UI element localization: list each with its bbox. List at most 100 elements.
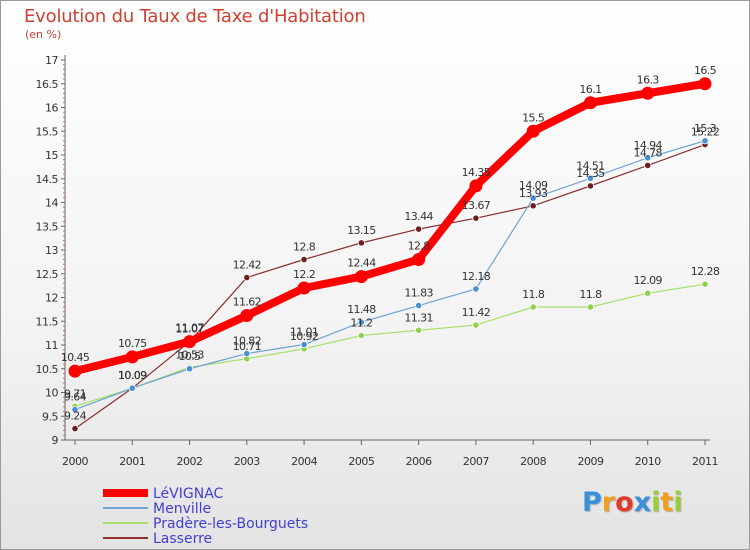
y-tick-label: 16.5 <box>36 78 59 91</box>
data-label-3: 9.24 <box>64 410 87 423</box>
y-tick-label: 11.5 <box>36 315 59 328</box>
legend-label-3: Lasserre <box>153 531 212 547</box>
series-point-3 <box>357 239 365 247</box>
data-label-3: 10.09 <box>118 369 147 382</box>
series-point-3 <box>529 202 537 210</box>
y-tick-label: 12.5 <box>36 268 59 281</box>
series-point-3 <box>243 273 251 282</box>
y-tick-label: 13 <box>45 244 58 257</box>
series-point-3 <box>472 214 480 222</box>
x-tick-label: 2002 <box>177 455 203 468</box>
data-label-0: 10.75 <box>118 337 147 350</box>
series-point-2 <box>529 303 537 311</box>
series-point-3 <box>415 225 423 233</box>
logo-letter: r <box>601 487 616 518</box>
data-label-2: 11.8 <box>522 288 545 301</box>
y-tick-label: 13.5 <box>36 220 59 233</box>
series-point-0 <box>583 96 597 110</box>
series-point-0 <box>68 364 82 378</box>
series-point-0 <box>412 253 426 266</box>
series-point-1 <box>300 340 308 349</box>
x-tick-label: 2009 <box>577 455 603 468</box>
series-point-1 <box>415 301 423 310</box>
data-label-2: 11.31 <box>404 311 433 324</box>
x-tick-label: 2006 <box>406 455 432 468</box>
data-label-1: 14.94 <box>633 139 662 152</box>
data-label-3: 11.07 <box>175 323 204 336</box>
data-label-2: 10.92 <box>290 330 319 343</box>
data-label-0: 12.2 <box>293 268 315 281</box>
series-point-0 <box>526 124 540 138</box>
legend-label-0: LéVIGNAC <box>153 486 224 502</box>
series-point-1 <box>644 154 652 162</box>
logo-letter: o <box>615 487 634 518</box>
data-label-3: 14.35 <box>576 167 605 180</box>
series-point-1 <box>243 349 251 358</box>
data-label-0: 14.35 <box>462 166 491 179</box>
data-label-3: 13.93 <box>519 187 548 200</box>
data-label-2: 11.8 <box>579 288 602 301</box>
series-point-0 <box>641 86 655 100</box>
data-label-0: 16.3 <box>637 73 660 86</box>
series-point-0 <box>297 281 311 295</box>
data-label-2: 12.28 <box>691 265 720 278</box>
x-tick-label: 2011 <box>692 455 718 468</box>
data-label-3: 13.15 <box>347 224 376 237</box>
series-point-2 <box>472 321 480 329</box>
legend-label-2: Pradère-les-Bourguets <box>153 516 308 532</box>
series-line-0 <box>71 79 709 376</box>
series-point-2 <box>586 303 595 311</box>
x-tick-label: 2010 <box>635 455 661 468</box>
data-label-2: 10.53 <box>175 348 204 361</box>
x-tick-label: 2003 <box>234 455 260 468</box>
data-label-1: 10.09 <box>118 369 147 382</box>
data-label-3: 15.22 <box>691 126 720 139</box>
logo-letter: i <box>651 487 661 518</box>
series-point-0 <box>698 77 712 91</box>
x-tick-label: 2007 <box>463 455 489 468</box>
series-line-1 <box>74 140 706 411</box>
series-point-3 <box>586 182 595 190</box>
logo-letter: x <box>633 487 652 518</box>
data-label-1: 10.82 <box>233 335 262 348</box>
x-tick-label: 2000 <box>62 455 88 468</box>
series-point-3 <box>300 255 308 264</box>
series-point-2 <box>357 331 365 340</box>
data-label-1: 11.48 <box>347 303 376 316</box>
data-label-0: 16.1 <box>579 83 601 96</box>
data-label-1: 10.5 <box>178 350 201 363</box>
series-point-0 <box>125 350 139 364</box>
proxiti-logo: Proxiti <box>582 487 683 518</box>
series-point-1 <box>529 194 537 202</box>
y-tick-label: 9 <box>52 434 59 447</box>
data-label-1: 14.09 <box>519 179 548 192</box>
y-tick-label: 15.5 <box>36 125 59 138</box>
y-tick-label: 17 <box>45 54 58 67</box>
series-point-1 <box>185 365 194 373</box>
logo-letter: i <box>673 487 683 518</box>
y-tick-label: 14.5 <box>36 173 59 186</box>
y-tick-label: 11 <box>45 339 58 352</box>
logo-letter: t <box>660 487 674 518</box>
chart-title: Evolution du Taux de Taxe d'Habitation <box>24 6 366 27</box>
series-point-2 <box>644 289 652 297</box>
y-tick-label: 10 <box>45 387 58 400</box>
y-tick-label: 14 <box>45 197 58 210</box>
y-tick-label: 15 <box>45 149 58 162</box>
series-point-1 <box>701 137 709 145</box>
series-point-0 <box>469 179 483 193</box>
data-label-0: 12.44 <box>347 257 376 270</box>
data-label-1: 12.18 <box>462 270 491 283</box>
logo-letter: P <box>582 487 602 518</box>
series-point-1 <box>128 384 136 392</box>
data-label-0: 10.45 <box>61 351 90 364</box>
series-point-0 <box>183 335 197 349</box>
series-point-0 <box>354 270 368 284</box>
data-label-0: 15.5 <box>522 111 545 124</box>
data-label-3: 13.67 <box>462 199 491 212</box>
data-label-2: 9.71 <box>64 387 86 400</box>
data-label-2: 12.09 <box>633 274 662 287</box>
data-label-3: 12.8 <box>293 241 316 254</box>
series-point-1 <box>472 285 480 293</box>
